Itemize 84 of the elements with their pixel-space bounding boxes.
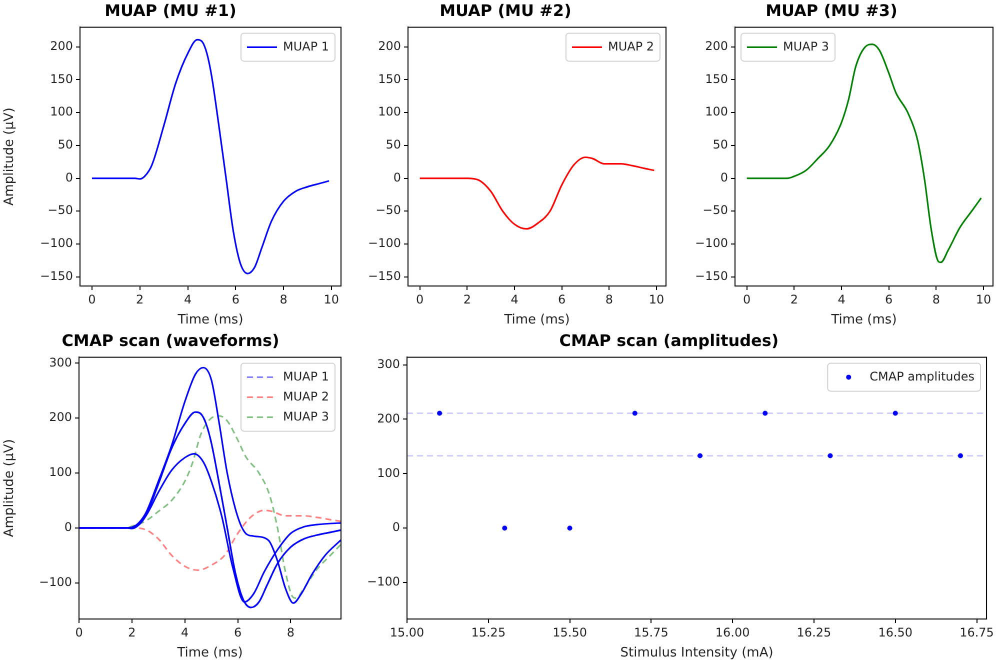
x-tick-label: 10: [324, 292, 340, 306]
y-tick-label: 100: [705, 104, 728, 119]
x-tick-label: 6: [558, 292, 566, 306]
y-tick-label: 200: [378, 39, 401, 54]
y-tick-label: 200: [705, 39, 728, 54]
y-tick-label: −150: [695, 268, 728, 283]
x-tick-label: 4: [510, 292, 518, 306]
x-tick-label: 0: [416, 292, 424, 306]
y-tick-label: −50: [702, 203, 728, 218]
x-tick-label: 8: [286, 625, 295, 640]
x-axis-title: Time (ms): [176, 646, 243, 661]
y-tick-label: −150: [40, 268, 73, 283]
x-tick-label: 2: [136, 292, 144, 306]
y-tick-label: 100: [377, 466, 400, 480]
chart-title: CMAP scan (waveforms): [62, 330, 280, 350]
x-tick-label: 16.25: [796, 625, 832, 640]
x-tick-label: 4: [838, 292, 846, 306]
x-tick-label: 16.75: [960, 625, 994, 640]
x-tick-label: 6: [234, 625, 242, 640]
y-tick-label: −100: [367, 574, 400, 589]
y-tick-label: −100: [39, 574, 72, 589]
y-tick-label: 50: [386, 138, 401, 152]
y-tick-label: 100: [378, 104, 401, 119]
x-tick-label: 2: [128, 625, 136, 640]
y-tick-label: −100: [695, 236, 728, 250]
y-tick-label: 300: [377, 356, 400, 371]
y-tick-label: 200: [377, 411, 400, 426]
x-tick-label: 8: [605, 292, 614, 306]
y-tick-label: 200: [49, 410, 72, 424]
y-tick-label: 100: [50, 104, 73, 119]
x-tick-label: 8: [280, 292, 288, 306]
y-tick-label: −50: [376, 203, 401, 218]
y-tick-label: 150: [705, 72, 728, 86]
y-tick-label: 200: [50, 39, 73, 54]
y-tick-label: 0: [65, 170, 73, 184]
x-tick-label: 15.00: [390, 625, 424, 640]
x-axis-title: Time (ms): [503, 312, 570, 328]
legend-label: MUAP 3: [282, 409, 329, 424]
x-axis-title: Time (ms): [176, 312, 244, 328]
y-tick-label: 150: [378, 72, 401, 86]
x-tick-label: 15.75: [634, 625, 668, 640]
chart-title: MUAP (MU #2): [440, 0, 572, 20]
y-tick-label: 50: [58, 138, 73, 152]
y-tick-label: 0: [64, 520, 72, 534]
x-tick-label: 16.00: [715, 625, 750, 640]
x-tick-label: 0: [743, 292, 751, 306]
x-tick-label: 4: [181, 625, 189, 640]
legend-label: CMAP amplitudes: [870, 369, 975, 384]
chart-title: MUAP (MU #3): [766, 0, 898, 20]
x-tick-label: 8: [932, 292, 940, 306]
x-tick-label: 2: [463, 292, 471, 306]
x-tick-label: 4: [184, 292, 192, 306]
x-tick-label: 10: [648, 292, 664, 306]
legend-label: MUAP 1: [282, 369, 329, 384]
x-axis-title: Stimulus Intensity (mA): [620, 646, 774, 661]
y-tick-label: 50: [712, 138, 728, 152]
x-tick-label: 2: [790, 292, 798, 306]
y-tick-label: 0: [720, 170, 728, 184]
legend-label: MUAP 1: [282, 39, 329, 54]
x-tick-label: 0: [75, 625, 83, 640]
y-tick-label: 150: [50, 72, 73, 86]
x-tick-label: 0: [88, 292, 96, 306]
legend-label: MUAP 2: [608, 39, 654, 54]
x-tick-label: 16.50: [878, 625, 913, 640]
y-axis-title: Amplitude (μV): [2, 108, 18, 206]
y-tick-label: 0: [392, 520, 400, 534]
y-axis-title: Amplitude (μV): [2, 439, 18, 538]
x-tick-label: 15.25: [471, 625, 506, 640]
x-tick-label: 15.50: [552, 625, 587, 640]
chart-title: CMAP scan (amplitudes): [559, 330, 779, 350]
legend-label: MUAP 2: [282, 389, 329, 404]
x-tick-label: 10: [976, 292, 992, 306]
y-tick-label: −150: [368, 268, 401, 283]
legend-label: MUAP 3: [783, 39, 830, 54]
y-tick-label: 100: [49, 465, 72, 480]
y-tick-label: −50: [48, 203, 73, 218]
chart-title: MUAP (MU #1): [104, 0, 236, 20]
y-tick-label: 300: [49, 355, 72, 370]
x-tick-label: 6: [885, 292, 893, 306]
x-tick-label: 6: [232, 292, 240, 306]
y-tick-label: 0: [393, 170, 401, 184]
y-tick-label: −100: [368, 236, 401, 250]
x-axis-title: Time (ms): [830, 312, 897, 328]
y-tick-label: −100: [40, 236, 73, 250]
